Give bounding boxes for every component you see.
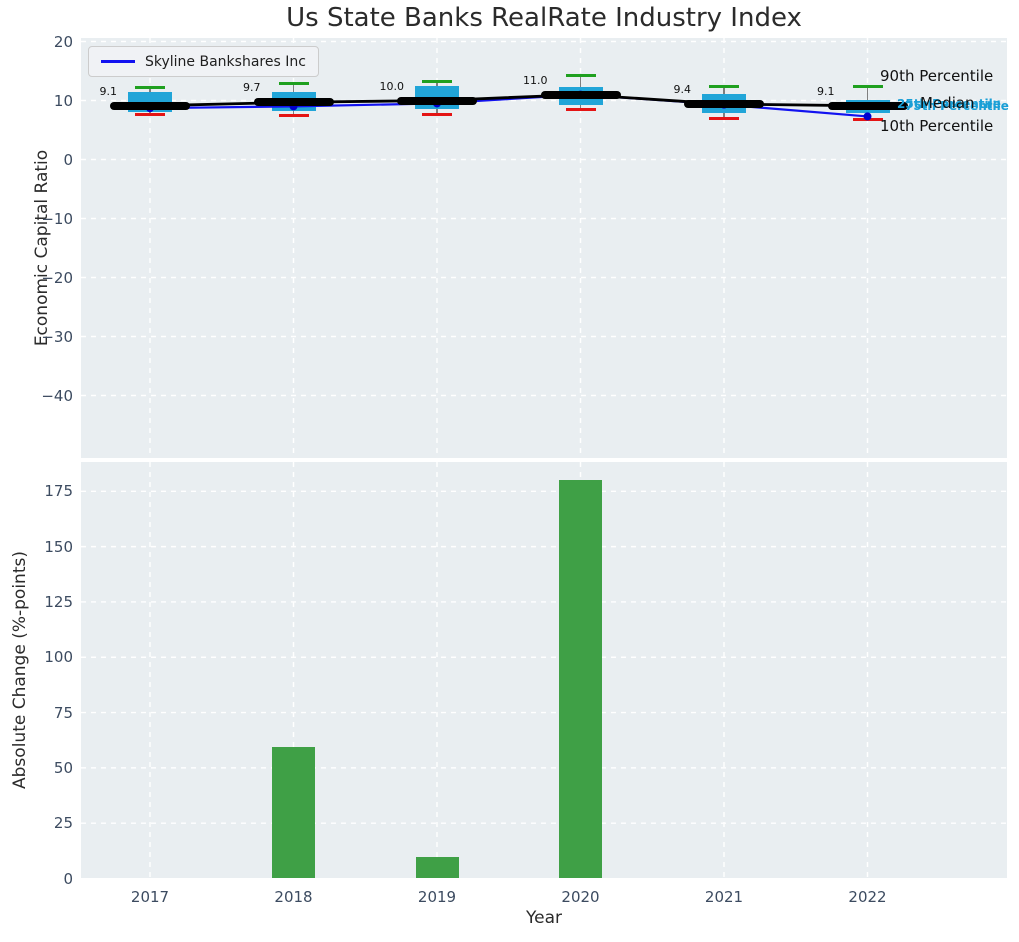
ytick-bottom-100: 100: [44, 648, 73, 667]
cap-90th-2017: [135, 86, 165, 90]
cap-10th-2020: [565, 108, 596, 112]
xtick-2020: 2020: [561, 888, 600, 906]
cap-90th-2022: [852, 84, 883, 88]
annotation-10th-percentile: 10th Percentile: [880, 117, 994, 135]
chart-title: Us State Banks RealRate Industry Index: [286, 3, 802, 33]
ytick-top--10: −10: [41, 209, 73, 228]
median-value-label-2019: 10.0: [379, 79, 405, 93]
median-bar-2021: [684, 100, 764, 109]
bottom-y-axis-label: Absolute Change (%-points): [10, 551, 30, 789]
cap-10th-2021: [709, 117, 739, 121]
ytick-bottom-125: 125: [44, 592, 73, 611]
ytick-top-0: 0: [63, 150, 73, 169]
median-bar-2022: [827, 101, 908, 110]
cap-90th-2018: [278, 81, 309, 85]
median-bar-2019: [397, 96, 477, 105]
cap-90th-2021: [709, 85, 739, 89]
cap-10th-2018: [278, 113, 309, 117]
ytick-top--20: −20: [41, 268, 73, 287]
annotation-25th-percentile: 25th Percentile: [897, 97, 1001, 111]
cap-90th-2020: [565, 74, 596, 78]
annotation-90th-percentile: 90th Percentile: [880, 67, 994, 85]
xtick-2022: 2022: [848, 888, 887, 906]
xtick-2018: 2018: [274, 888, 313, 906]
median-value-label-2022: 9.1: [817, 84, 835, 98]
median-value-label-2017: 9.1: [99, 84, 118, 98]
bar-2019: [415, 856, 459, 878]
median-value-label-2020: 11.0: [523, 73, 548, 87]
xtick-2017: 2017: [130, 888, 170, 906]
ytick-top-20: 20: [53, 32, 73, 51]
ytick-bottom-150: 150: [44, 537, 73, 556]
annotation-median: Median: [920, 94, 975, 112]
xtick-2021: 2021: [704, 888, 744, 906]
ytick-bottom-25: 25: [53, 814, 73, 833]
annotation-75th-percentile: 75th Percentile: [905, 99, 1009, 113]
legend-label: Skyline Bankshares Inc: [145, 53, 306, 70]
legend[interactable]: Skyline Bankshares Inc: [88, 46, 319, 77]
ytick-bottom-0: 0: [63, 869, 73, 888]
median-bar-2018: [253, 98, 334, 107]
ytick-top--30: −30: [41, 327, 73, 346]
median-bar-2017: [110, 101, 190, 110]
median-bar-2020: [540, 90, 621, 99]
cap-10th-2019: [422, 112, 452, 116]
ytick-bottom-50: 50: [53, 758, 73, 777]
top-y-axis-label: Economic Capital Ratio: [32, 149, 52, 347]
ytick-top--40: −40: [41, 386, 73, 405]
bar-2018: [272, 746, 315, 878]
median-value-label-2018: 9.7: [243, 81, 261, 95]
bar-2020: [559, 480, 602, 878]
cap-10th-2017: [135, 113, 165, 117]
bottom-axes-bars: [81, 462, 1007, 878]
ytick-bottom-75: 75: [53, 703, 73, 722]
ytick-top-10: 10: [53, 91, 73, 110]
legend-line-swatch-icon: [101, 60, 135, 63]
cap-90th-2019: [422, 80, 452, 84]
ytick-bottom-175: 175: [44, 482, 73, 501]
gridlines: [81, 462, 1007, 878]
x-axis-label: Year: [526, 908, 562, 928]
xtick-2019: 2019: [417, 888, 457, 906]
median-value-label-2021: 9.4: [673, 83, 692, 97]
top-axes-boxplot: 9.1 9.7 10.0 11.0 9.4 9.1: [81, 38, 1007, 458]
